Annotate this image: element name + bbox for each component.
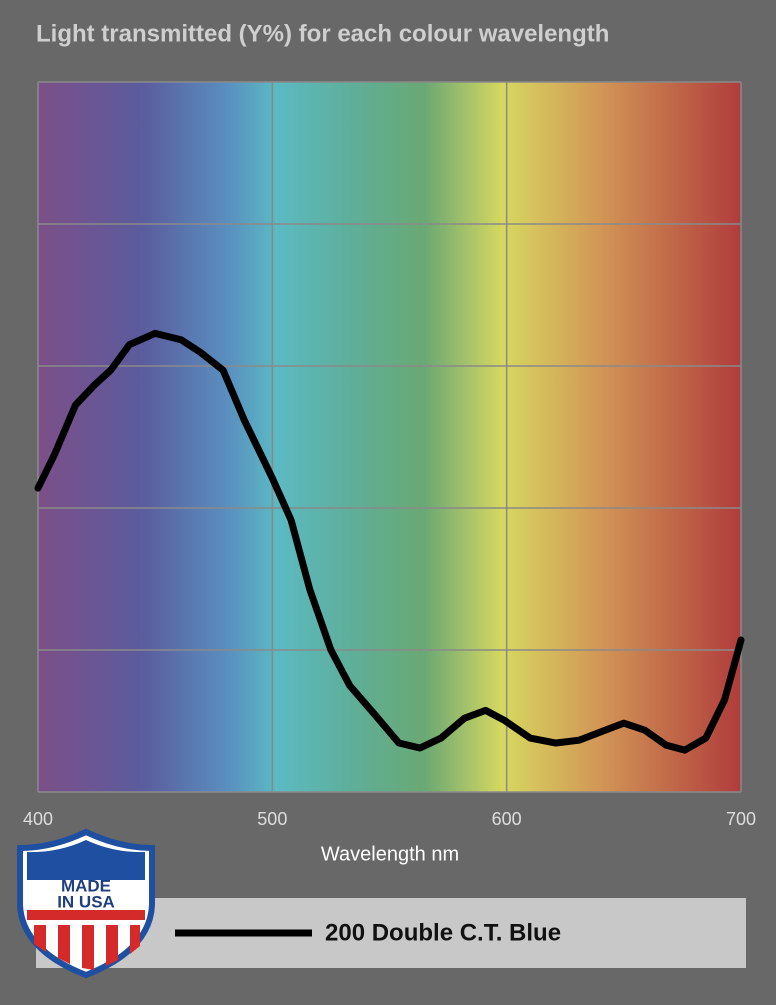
badge-text: MADE	[61, 876, 111, 895]
badge-stripe	[27, 910, 145, 920]
x-axis-label: Wavelength nm	[321, 843, 459, 865]
badge-stripes	[34, 925, 140, 970]
legend-label: 200 Double C.T. Blue	[325, 919, 561, 946]
badge-text: IN USA	[57, 892, 115, 911]
chart-title: Light transmitted (Y%) for each colour w…	[36, 20, 609, 47]
x-tick-label: 500	[257, 809, 287, 829]
x-tick-label: 600	[492, 809, 522, 829]
badge: MADE IN USA	[17, 828, 155, 979]
data-line	[34, 329, 745, 754]
x-tick-label: 400	[23, 809, 53, 829]
x-tick-label: 700	[726, 809, 756, 829]
badge-stars	[27, 840, 145, 880]
plot-area	[38, 82, 741, 792]
